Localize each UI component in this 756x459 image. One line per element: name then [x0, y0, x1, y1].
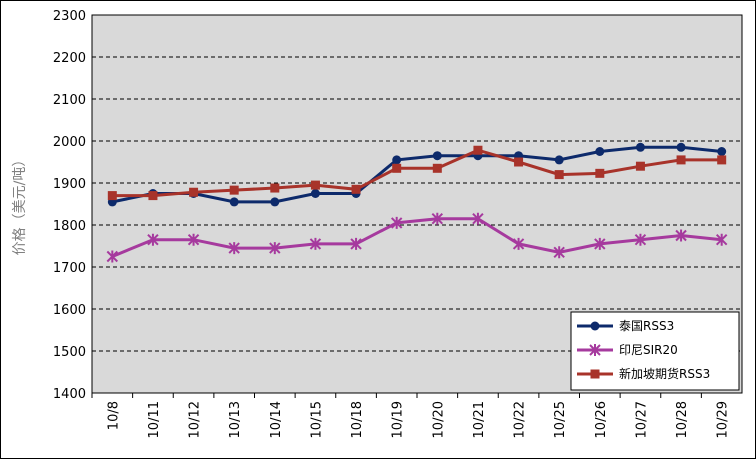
marker [675, 229, 687, 242]
marker [589, 344, 601, 356]
marker [189, 187, 199, 197]
marker [270, 197, 280, 207]
marker [148, 191, 158, 201]
y-tick-label: 1500 [53, 345, 86, 360]
x-tick-label: 10/15 [309, 401, 324, 438]
marker [595, 168, 605, 178]
marker [590, 321, 600, 331]
x-tick-label: 10/22 [513, 401, 528, 438]
x-tick-label: 10/19 [391, 401, 406, 438]
y-tick-label: 1400 [53, 387, 86, 402]
marker [595, 147, 605, 156]
x-tick-label: 10/11 [147, 401, 162, 438]
marker [512, 237, 525, 250]
marker [676, 142, 686, 152]
marker [717, 155, 727, 165]
y-tick-label: 1700 [53, 261, 86, 276]
y-tick-label: 2200 [53, 51, 86, 66]
legend-label: 泰国RSS3 [619, 319, 674, 333]
series-line [112, 145, 722, 204]
marker [590, 369, 600, 379]
y-tick-label: 1900 [53, 177, 86, 192]
marker [147, 233, 159, 246]
legend: 泰国RSS3 印尼SIR20 新加坡期货RSS3 [570, 311, 740, 391]
marker [473, 145, 483, 155]
marker [431, 212, 444, 225]
x-tick-label: 10/29 [716, 401, 731, 438]
marker [309, 237, 322, 250]
marker [676, 155, 686, 165]
y-tick-label: 1600 [53, 303, 86, 318]
marker [717, 147, 727, 156]
y-axis-label: 价格（美元/吨） [12, 153, 28, 256]
marker [310, 180, 320, 190]
series-line [112, 148, 722, 198]
series-line [111, 217, 722, 258]
marker [187, 233, 200, 246]
x-tick-label: 10/13 [228, 401, 243, 438]
marker [228, 242, 240, 255]
legend-label: 印尼SIR20 [619, 343, 678, 357]
y-tick-label: 2300 [53, 9, 86, 24]
marker [390, 216, 403, 229]
x-tick-label: 10/20 [431, 401, 446, 438]
marker [350, 237, 362, 250]
marker [594, 237, 606, 250]
marker [310, 189, 320, 198]
marker [229, 197, 239, 207]
x-tick-label: 10/12 [188, 401, 203, 438]
marker [553, 246, 565, 259]
marker [514, 157, 524, 167]
marker [635, 161, 645, 171]
x-tick-label: 10/14 [269, 401, 284, 438]
legend-label: 新加坡期货RSS3 [619, 366, 710, 381]
x-tick-label: 10/25 [553, 401, 568, 438]
x-tick-label: 10/18 [350, 401, 365, 438]
marker [472, 212, 484, 225]
x-tick-label: 10/21 [472, 401, 487, 438]
marker [392, 155, 402, 165]
x-tick-label: 10/28 [675, 401, 690, 438]
marker [270, 183, 280, 193]
marker [432, 151, 442, 161]
marker [106, 250, 119, 263]
marker [269, 242, 281, 255]
y-tick-label: 2000 [53, 135, 86, 150]
marker [351, 184, 361, 194]
marker [715, 233, 728, 246]
marker [107, 191, 117, 201]
x-tick-label: 10/8 [106, 401, 121, 430]
marker [432, 163, 442, 173]
x-tick-label: 10/26 [594, 401, 609, 438]
y-tick-label: 2100 [53, 93, 86, 108]
marker [554, 155, 564, 165]
marker [635, 142, 645, 152]
marker [554, 170, 564, 180]
marker [229, 185, 239, 195]
y-tick-label: 1800 [53, 219, 86, 234]
x-tick-label: 10/27 [634, 401, 649, 438]
marker [392, 163, 402, 173]
marker [634, 233, 647, 246]
